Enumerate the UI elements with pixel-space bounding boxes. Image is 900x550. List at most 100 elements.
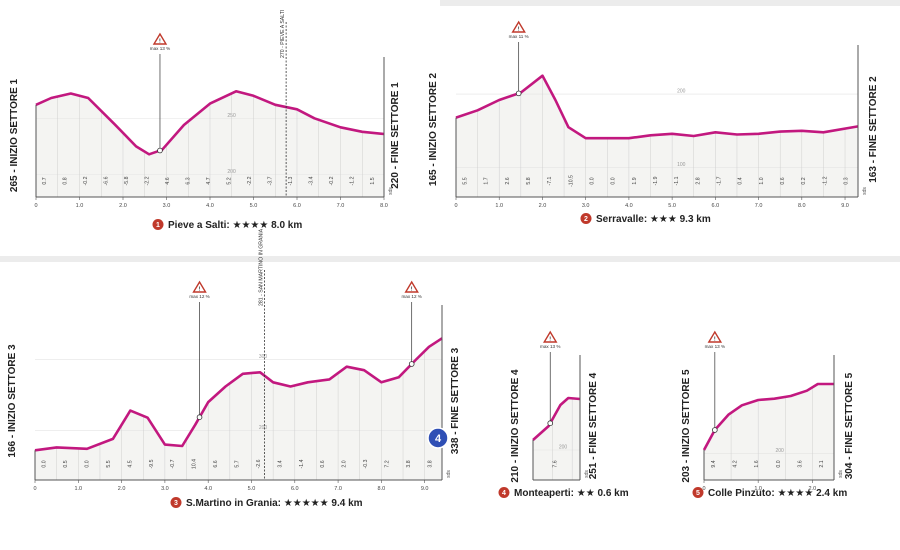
x-tick-label: 6.0 xyxy=(293,203,301,209)
segment-gradient-label: -1.2 xyxy=(822,176,828,185)
x-tick-label: 4.0 xyxy=(204,486,212,492)
segment-gradient-label: 0.4 xyxy=(738,177,744,184)
segment-gradient-label: -3.4 xyxy=(308,176,314,185)
segment-gradient-label: 10.4 xyxy=(192,459,198,469)
sector-title: Monteaperti: ★★ 0.6 km xyxy=(514,488,629,499)
sector-number: 5 xyxy=(696,490,700,497)
profile-panel-3: 300 200 0.0 0.5 0.0 5.5 4.5 -9.5 -0.7 10.4 6.6 5.7 -… xyxy=(7,228,461,509)
warning-triangle-icon xyxy=(152,32,168,45)
start-label: 203 - INIZIO SETTORE 5 xyxy=(681,369,692,483)
segment-gradient-label: -0.3 xyxy=(363,459,369,468)
segment-gradient-label: 5.7 xyxy=(235,460,241,467)
x-tick-label: 8.0 xyxy=(378,486,386,492)
panel-divider-mid xyxy=(0,256,900,262)
segment-gradient-label: 0.5 xyxy=(63,460,69,467)
segment-gradient-label: 9.4 xyxy=(711,460,717,467)
annotation-label: max 12 % xyxy=(401,294,421,299)
x-tick-label: 9.0 xyxy=(421,486,429,492)
annotation-label: max 11 % xyxy=(509,34,529,39)
segment-gradient-label: 6.6 xyxy=(213,460,219,467)
segment-gradient-label: 0.8 xyxy=(63,177,69,184)
x-tick-label: 9.0 xyxy=(841,203,849,209)
segment-gradient-label: -2.6 xyxy=(256,459,262,468)
warning-exclamation: ! xyxy=(518,27,520,33)
segment-gradient-label: 7.6 xyxy=(553,460,559,467)
reference-label: 100 xyxy=(677,162,686,168)
reference-label: 200 xyxy=(559,445,568,451)
x-tick-label: 7.0 xyxy=(334,486,342,492)
elevation-line xyxy=(35,90,385,156)
sector-number-badge xyxy=(498,487,510,498)
profile-panel-4: 200 7.6 210 - INIZIO SETTORE 4 251 - FINE S… xyxy=(498,330,629,499)
segment-gradient-label: -6.6 xyxy=(104,176,110,185)
segment-gradient-label: -1.2 xyxy=(349,176,355,185)
annotation-label: max 12 % xyxy=(189,294,209,299)
end-label: 220 - FINE SETTORE 1 xyxy=(390,82,401,189)
sector-number: 2 xyxy=(584,216,588,223)
segment-gradient-label: -1.9 xyxy=(653,176,659,185)
x-tick-label: 3.0 xyxy=(163,203,171,209)
reference-label: 200 xyxy=(677,89,686,95)
reference-label: 200 xyxy=(259,425,268,431)
segment-gradient-label: 3.8 xyxy=(406,460,412,467)
segment-gradient-label: 0.3 xyxy=(843,177,849,184)
x-tick-label: 0 xyxy=(34,203,37,209)
segment-gradient-label: 1.7 xyxy=(484,177,490,184)
annotation-point xyxy=(547,420,554,427)
scale-note: sds xyxy=(388,187,394,195)
reference-label: 300 xyxy=(259,354,268,360)
annotation-point xyxy=(515,90,522,97)
segment-gradient-label: 7.2 xyxy=(384,460,390,467)
reference-label: 200 xyxy=(776,448,785,454)
x-tick-label: 0 xyxy=(454,203,457,209)
warning-exclamation: ! xyxy=(549,337,551,343)
x-tick-label: 2.0 xyxy=(118,486,126,492)
sector-number-badge xyxy=(152,219,164,230)
warning-triangle-icon xyxy=(192,280,207,293)
segment-gradient-label: 0.0 xyxy=(42,460,48,467)
x-tick-label: 1.0 xyxy=(76,203,84,209)
start-label: 165 - INIZIO SETTORE 2 xyxy=(428,72,439,186)
sector-title: Serravalle: ★★★ 9.3 km xyxy=(596,214,711,225)
x-tick-label: 3.0 xyxy=(161,486,169,492)
elevation-area xyxy=(704,384,834,480)
x-tick-label: 5.0 xyxy=(668,203,676,209)
segment-gradient-label: 4.7 xyxy=(206,177,212,184)
elevation-area xyxy=(456,75,858,197)
end-label: 338 - FINE SETTORE 3 xyxy=(450,347,461,454)
segment-gradient-label: -2.2 xyxy=(145,176,151,185)
sector-title: S.Martino in Grania: ★★★★★ 9.4 km xyxy=(186,498,363,509)
x-tick-label: 1.0 xyxy=(495,203,503,209)
landmark-label: 281 - SAN MARTINO IN GRANIA xyxy=(258,228,264,306)
segment-gradient-label: 2.1 xyxy=(819,460,825,467)
sector-title: Colle Pinzuto: ★★★★ 2.4 km xyxy=(708,488,847,499)
segment-gradient-label: -5.8 xyxy=(124,176,130,185)
segment-gradient-label: 4.6 xyxy=(165,177,171,184)
annotation-label: max 13 % xyxy=(705,344,725,349)
giro-badge-number: 4 xyxy=(435,433,442,445)
profile-panel-2: 200 100 5.5 1.7 2.6 5.8 -7.1 -10.5 0.0 0.0 1.9 -1.9… xyxy=(428,20,879,225)
warning-exclamation: ! xyxy=(411,287,413,293)
annotation-label: max 13 % xyxy=(150,46,170,51)
annotation-point xyxy=(157,147,163,154)
segment-gradient-label: 0.0 xyxy=(776,460,782,467)
elevation-area xyxy=(533,398,580,480)
segment-gradient-label: 5.8 xyxy=(526,177,532,184)
segment-gradient-label: 1.6 xyxy=(754,460,760,467)
segment-gradient-label: 0.2 xyxy=(801,177,807,184)
warning-triangle-icon xyxy=(542,330,558,343)
sector-number-badge xyxy=(170,497,182,508)
end-label: 304 - FINE SETTORE 5 xyxy=(844,372,855,479)
x-tick-label: 0 xyxy=(702,486,705,492)
segment-gradient-label: 2.8 xyxy=(695,177,701,184)
panel-divider-top xyxy=(440,0,900,6)
segment-gradient-label: 5.5 xyxy=(106,460,112,467)
segment-gradient-label: 0.0 xyxy=(590,177,596,184)
elevation-area xyxy=(35,338,442,480)
segment-gradient-label: -1.1 xyxy=(674,176,680,185)
sector-number: 4 xyxy=(502,490,506,497)
segment-gradient-label: -1.7 xyxy=(716,176,722,185)
annotation-point xyxy=(712,427,718,433)
segment-gradient-label: -10.5 xyxy=(568,175,574,187)
